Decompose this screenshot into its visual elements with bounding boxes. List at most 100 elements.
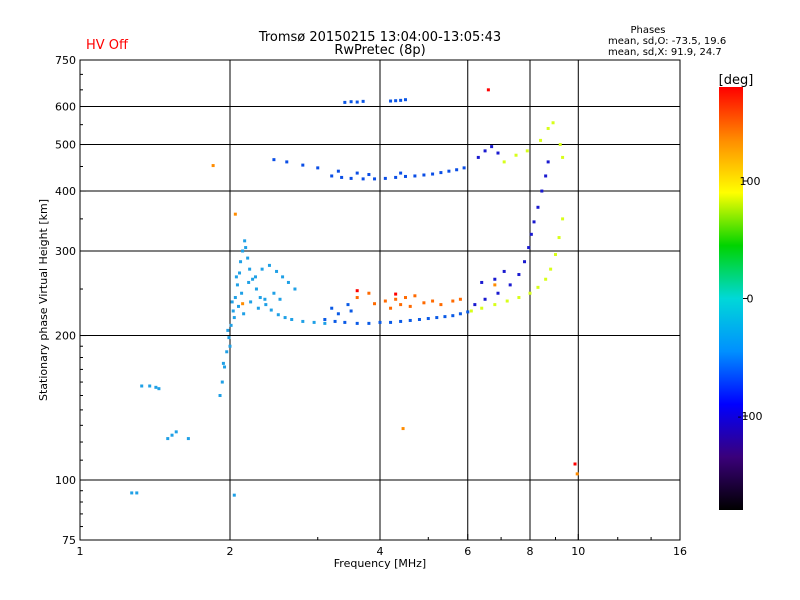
echo-point [241,302,245,306]
y-axis: 75 100 200 300 400 500 600 750 [55,54,86,547]
echo-point [186,437,190,441]
echo-point [544,174,548,178]
echo-point [476,155,480,159]
colorbar-label: [deg] [719,73,754,88]
echo-point [349,176,353,180]
echo-point [394,292,398,296]
echo-point [431,172,435,176]
echo-point [260,267,264,271]
echo-point [508,283,512,287]
echo-point [349,100,353,104]
echo-point [493,283,497,287]
echo-point [148,384,152,388]
echo-point [451,314,455,318]
echo-point [399,171,403,175]
echo-point [422,301,426,305]
echo-point [301,163,305,167]
echo-point [233,296,237,300]
echo-point [525,149,529,153]
echo-point [408,318,412,322]
echo-point [389,306,393,310]
hv-status: HV Off [86,38,129,53]
echo-point [455,168,459,172]
echo-point [316,166,320,170]
echo-point [469,309,473,313]
echo-point [540,189,544,193]
echo-point [466,310,470,314]
echo-point [244,246,248,250]
echo-point [293,287,297,291]
echo-point [281,275,285,279]
echo-point [403,174,407,178]
echo-point [473,303,477,307]
y-tick-label: 100 [55,474,76,487]
echo-point [517,273,521,277]
echo-point [573,462,577,466]
x-tick-label: 8 [527,545,534,558]
x-tick-label: 16 [673,545,687,558]
echo-point [286,280,290,284]
echo-point [439,303,443,307]
echo-point [130,491,134,495]
echo-point [539,138,543,142]
echo-point [272,291,276,295]
echo-point [389,320,393,324]
echo-point [447,169,451,173]
phases-title: Phases [630,25,665,36]
echo-point [238,271,242,275]
echo-point [355,296,359,300]
echo-point [536,285,540,289]
colorbar-tick-label: 0 [747,293,754,306]
echo-point [232,493,236,497]
echo-point [549,267,553,271]
echo-point [486,88,490,92]
echo-point [246,256,250,260]
y-tick-label: 600 [55,101,76,114]
echo-point [355,171,359,175]
echo-point [431,299,435,303]
echo-point [462,166,466,170]
echo-point [135,491,139,495]
echo-point [174,430,178,434]
echo-point [223,365,227,369]
echo-point [401,427,405,431]
echo-point [336,169,340,173]
echo-point [234,275,238,279]
echo-point [229,323,233,327]
echo-point [443,315,447,319]
echo-point [251,277,255,281]
echo-point [493,303,497,307]
echo-point [301,319,305,323]
x-tick-label: 4 [377,545,384,558]
echo-point [367,173,371,177]
echo-point [575,472,579,476]
echo-point [378,320,382,324]
x-axis-label: Frequency [MHz] [334,557,426,570]
x-tick-label: 10 [571,545,585,558]
echo-point [399,98,403,102]
echo-point [267,263,271,267]
echo-point [546,126,550,130]
echo-point [483,297,487,301]
echo-point [249,300,253,304]
x-tick-label: 1 [77,545,84,558]
echo-point [226,328,230,332]
echo-point [490,145,494,149]
echo-point [170,433,174,437]
echo-point [248,267,252,271]
echo-point [532,220,536,224]
echo-point [283,316,287,320]
echo-point [394,99,398,103]
echo-point [340,175,344,179]
echo-point [529,232,533,236]
echo-point [399,319,403,323]
echo-point [343,320,347,324]
echo-point [439,171,443,175]
echo-point [346,303,350,307]
echo-point [399,303,403,307]
echo-point [389,99,393,103]
echo-point [553,253,557,257]
echo-point [435,316,439,320]
echo-point [517,296,521,300]
echo-point [330,174,334,178]
